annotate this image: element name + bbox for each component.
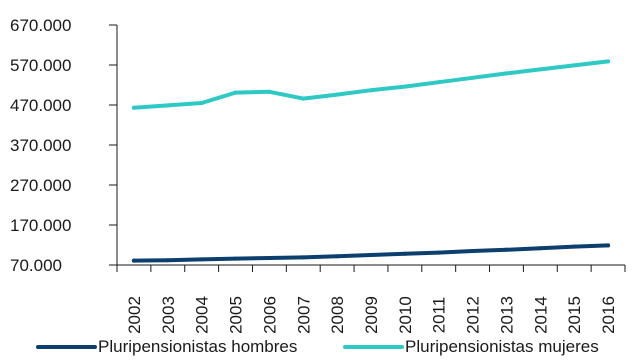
data-point (301, 96, 306, 101)
data-point (504, 247, 509, 252)
data-point (267, 256, 272, 260)
x-tick-label: 2010 (396, 296, 415, 334)
data-point (335, 92, 340, 97)
data-point (436, 250, 441, 255)
x-tick-label: 2007 (294, 296, 313, 334)
data-point (369, 253, 373, 257)
x-tick-label: 2015 (565, 296, 584, 334)
x-tick-label: 2014 (531, 296, 550, 334)
legend: Pluripensionistas hombres Pluripensionist… (36, 337, 599, 356)
data-point (199, 257, 204, 262)
data-point (131, 105, 136, 110)
data-point (470, 75, 475, 80)
data-point (504, 71, 509, 76)
y-tick-label: 170.000 (10, 216, 71, 235)
data-point (369, 88, 373, 93)
data-point (538, 67, 543, 72)
data-point (606, 59, 611, 64)
data-point (165, 103, 170, 108)
data-point (267, 89, 272, 94)
x-tick-label: 2012 (464, 296, 483, 334)
x-tick-label: 2011 (430, 297, 449, 334)
x-tick-label: 2005 (227, 296, 246, 334)
y-tick-label: 470.000 (10, 96, 71, 115)
y-tick-label: 670.000 (10, 16, 71, 35)
y-axis: 70.000 170.000 270.000 370.000 470.000 570.00… (10, 16, 118, 275)
legend-label: Pluripensionistas hombres (98, 337, 297, 356)
data-point (199, 101, 204, 105)
data-point (572, 244, 577, 249)
x-tick-label: 2003 (159, 296, 178, 334)
y-tick-label: 370.000 (10, 136, 71, 155)
data-point (538, 246, 543, 251)
series-hombres (131, 243, 611, 263)
series-layer (131, 59, 611, 263)
y-tick-label: 70.000 (10, 256, 62, 275)
data-point (572, 63, 577, 68)
data-point (165, 258, 170, 263)
data-point (436, 80, 441, 85)
x-tick-label: 2009 (362, 296, 381, 334)
x-axis: 2002 2003 2004 2005 2006 2007 2008 2009 2010 2011… (116, 264, 626, 334)
x-tick-label: 2004 (193, 296, 212, 334)
x-tick-label: 2002 (125, 296, 144, 334)
x-tick-label: 2013 (497, 296, 516, 334)
data-point (233, 256, 238, 261)
legend-label: Pluripensionistas mujeres (405, 337, 599, 356)
x-tick-label: 2008 (328, 296, 347, 334)
y-tick-label: 270.000 (10, 176, 71, 195)
data-point (335, 254, 340, 259)
series-mujeres (131, 59, 611, 110)
data-point (301, 255, 306, 260)
data-point (402, 251, 407, 256)
data-point (402, 84, 407, 89)
data-point (606, 243, 611, 248)
y-tick-label: 570.000 (10, 56, 71, 75)
x-tick-label: 2016 (599, 296, 618, 334)
x-tick-label: 2006 (260, 296, 279, 334)
data-point (470, 249, 475, 253)
data-point (233, 90, 238, 95)
data-point (131, 258, 136, 263)
series-line (131, 59, 611, 110)
